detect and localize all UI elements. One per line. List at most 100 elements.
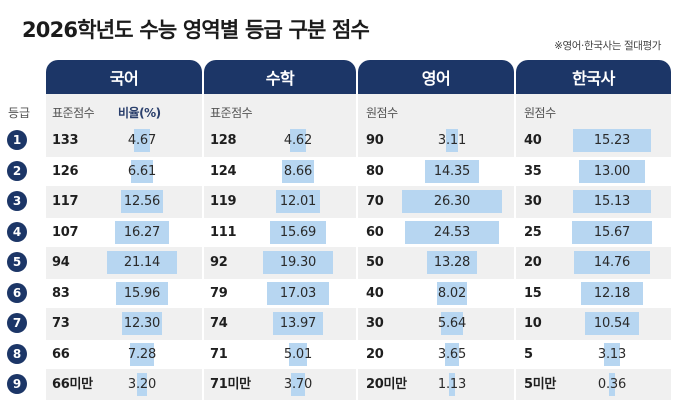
grade-badge: 2 <box>7 160 27 181</box>
hist-ratio-bar <box>604 342 620 366</box>
kor-ratio-bar <box>136 373 148 396</box>
grade-column-label: 등급 <box>8 106 31 120</box>
grade-badge: 9 <box>7 374 27 394</box>
hist-ratio-bar <box>580 281 644 305</box>
hist-ratio-value: 12.18 <box>593 285 631 301</box>
table-row: 3 117 12.56 119 12.01 70 26.30 30 15.13 <box>0 187 681 216</box>
math-ratio-value: 8.66 <box>283 163 313 179</box>
kor-ratio-value: 3.20 <box>127 377 157 392</box>
hist-ratio-value: 10.54 <box>593 316 631 331</box>
table-row: 7 73 12.30 74 13.97 30 5.64 10 10.54 <box>0 309 681 338</box>
eng-ratio-bar <box>436 281 468 305</box>
math-ratio-bar <box>291 373 305 396</box>
eng-ratio-value: 8.02 <box>437 285 467 301</box>
kor-ratio-bar <box>129 342 155 366</box>
english-sub-score-label: 원점수 <box>366 106 398 120</box>
eng-ratio-bar <box>405 220 499 244</box>
eng-score-cell: 90 <box>366 133 384 148</box>
hist-ratio-bar <box>578 159 646 183</box>
table-row: 1 133 4.67 128 4.62 90 3.11 40 15.23 <box>0 126 681 155</box>
math-ratio-value: 5.01 <box>283 346 313 362</box>
math-ratio-bar <box>288 342 308 366</box>
kor-ratio-value: 6.61 <box>127 163 157 179</box>
math-ratio-value: 19.30 <box>279 255 317 270</box>
hist-score-cell: 5미만 <box>524 377 557 392</box>
eng-ratio-value: 3.11 <box>437 133 467 148</box>
grade-badge: 5 <box>7 252 27 272</box>
eng-ratio-bar <box>449 373 455 396</box>
table-row: 9 66미만 3.20 71미만 3.70 20미만 1.13 5미만 0.36 <box>0 370 681 399</box>
kor-ratio-value: 7.28 <box>127 346 157 362</box>
column-header-history: 한국사 <box>516 60 671 94</box>
math-ratio-value: 13.97 <box>279 316 317 331</box>
eng-row-segment <box>358 278 514 308</box>
table-row: 6 83 15.96 79 17.03 40 8.02 15 12.18 <box>0 278 681 308</box>
kor-score-cell: 107 <box>52 224 79 240</box>
table-row: 4 107 16.27 111 15.69 60 24.53 25 15.67 <box>0 217 681 247</box>
grade-badge: 7 <box>7 313 27 333</box>
eng-ratio-value: 5.64 <box>437 316 467 331</box>
math-ratio-bar <box>276 190 320 213</box>
eng-ratio-bar <box>426 251 478 274</box>
math-ratio-bar <box>282 159 314 183</box>
hist-score-cell: 5 <box>524 346 533 362</box>
math-score-cell: 74 <box>210 316 228 331</box>
kor-ratio-bar <box>121 312 163 335</box>
math-score-cell: 92 <box>210 255 228 270</box>
grade-badge: 4 <box>7 221 27 242</box>
absolute-grading-note: ※영어·한국사는 절대평가 <box>554 40 661 52</box>
kor-ratio-bar <box>131 159 153 183</box>
math-score-cell: 128 <box>210 133 237 148</box>
hist-ratio-value: 0.36 <box>597 377 627 392</box>
eng-ratio-bar <box>402 190 502 213</box>
kor-score-cell: 66미만 <box>52 377 93 392</box>
hist-ratio-bar <box>574 251 650 274</box>
hist-ratio-bar <box>572 220 652 244</box>
grade-badge: 8 <box>7 343 27 364</box>
math-score-cell: 124 <box>210 163 237 179</box>
table-row: 2 126 6.61 124 8.66 80 14.35 35 13.00 <box>0 156 681 186</box>
math-score-cell: 111 <box>210 224 237 240</box>
hist-ratio-bar <box>585 312 639 335</box>
eng-ratio-value: 26.30 <box>433 194 471 209</box>
hist-row-segment <box>516 339 671 369</box>
hist-ratio-value: 15.67 <box>593 224 631 240</box>
eng-ratio-value: 24.53 <box>433 224 471 240</box>
table-row: 8 66 7.28 71 5.01 20 3.65 5 3.13 <box>0 339 681 369</box>
math-score-cell: 119 <box>210 194 237 209</box>
kor-ratio-value: 21.14 <box>123 255 161 270</box>
grade-badge: 3 <box>7 191 27 211</box>
kor-ratio-value: 15.96 <box>123 285 161 301</box>
eng-score-cell: 20 <box>366 346 384 362</box>
hist-ratio-bar <box>609 373 615 396</box>
math-ratio-value: 17.03 <box>279 285 317 301</box>
history-sub-score-label: 원점수 <box>524 106 556 120</box>
page-title: 2026학년도 수능 영역별 등급 구분 점수 <box>22 18 370 42</box>
eng-score-cell: 80 <box>366 163 384 179</box>
kor-ratio-value: 12.30 <box>123 316 161 331</box>
eng-ratio-value: 1.13 <box>437 377 467 392</box>
eng-score-cell: 40 <box>366 285 384 301</box>
kor-score-cell: 73 <box>52 316 70 331</box>
hist-ratio-value: 3.13 <box>597 346 627 362</box>
grade-badge: 6 <box>7 282 27 303</box>
kor-ratio-value: 16.27 <box>123 224 161 240</box>
kor-score-cell: 66 <box>52 346 70 362</box>
column-header-english: 영어 <box>358 60 514 94</box>
hist-score-cell: 20 <box>524 255 542 270</box>
math-ratio-bar <box>263 251 333 274</box>
hist-ratio-value: 13.00 <box>593 163 631 179</box>
eng-score-cell: 30 <box>366 316 384 331</box>
math-score-cell: 71 <box>210 346 228 362</box>
kor-ratio-value: 4.67 <box>127 133 157 148</box>
table-row: 5 94 21.14 92 19.30 50 13.28 20 14.76 <box>0 248 681 277</box>
hist-score-cell: 25 <box>524 224 542 240</box>
eng-ratio-value: 3.65 <box>437 346 467 362</box>
kor-ratio-value: 12.56 <box>123 194 161 209</box>
kor-ratio-bar <box>121 190 163 213</box>
eng-ratio-bar <box>446 129 458 152</box>
hist-score-cell: 40 <box>524 133 542 148</box>
eng-row-segment <box>358 339 514 369</box>
kor-score-cell: 126 <box>52 163 79 179</box>
math-ratio-bar <box>289 129 307 152</box>
